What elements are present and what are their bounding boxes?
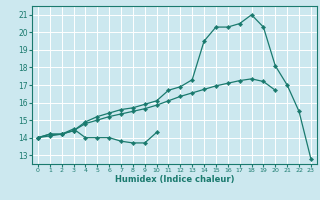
X-axis label: Humidex (Indice chaleur): Humidex (Indice chaleur) [115,175,234,184]
